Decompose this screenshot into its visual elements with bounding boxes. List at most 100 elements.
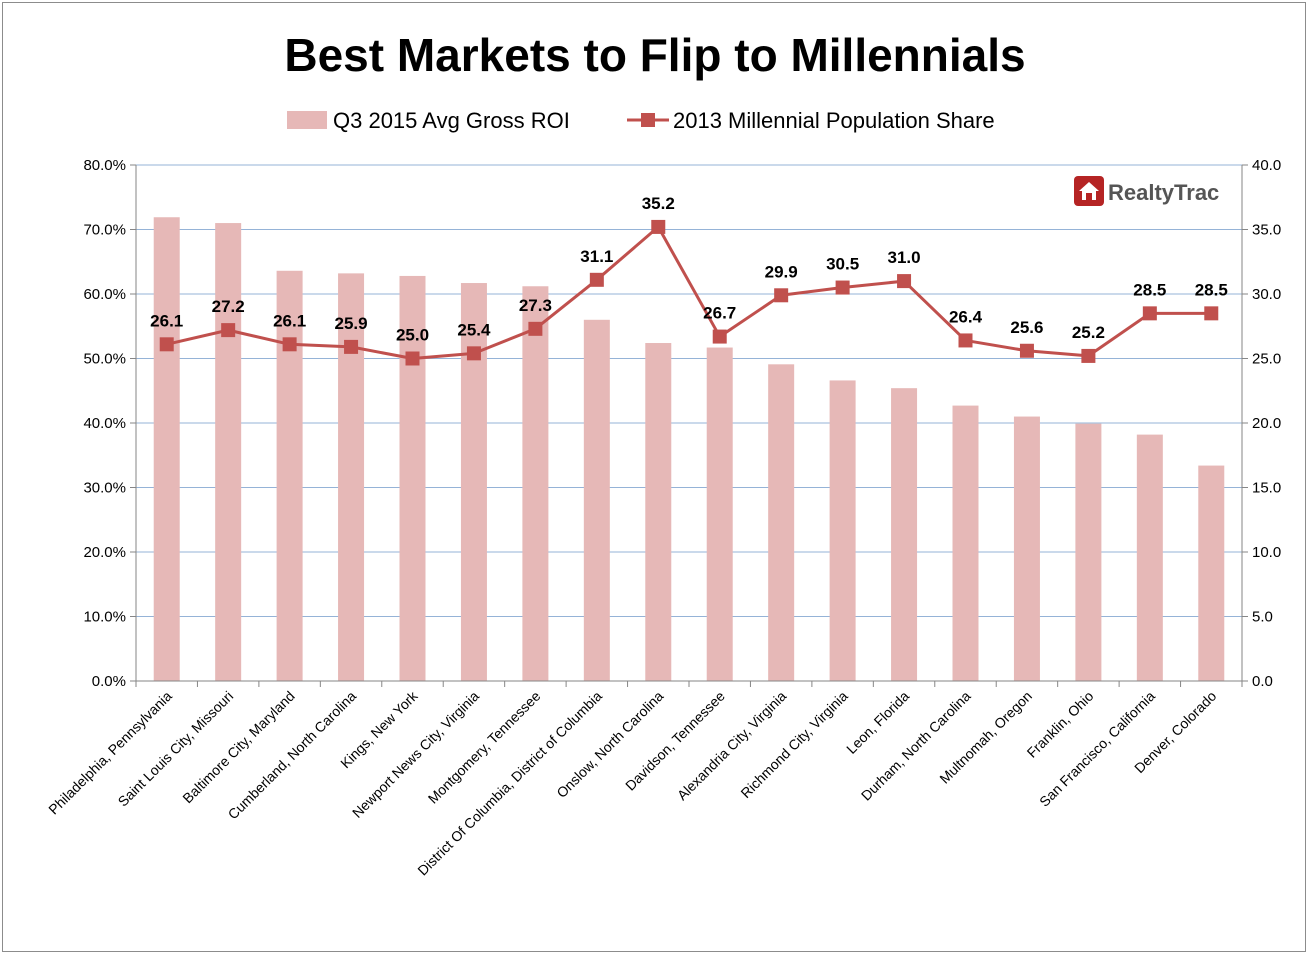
left-axis-tick-label: 30.0% xyxy=(83,480,126,497)
roi-bar xyxy=(829,380,856,681)
right-axis-tick-label: 0.0 xyxy=(1252,673,1273,690)
left-axis-tick-label: 80.0% xyxy=(83,157,126,174)
roi-bar xyxy=(706,347,733,681)
millennial-share-data-label: 28.5 xyxy=(1133,280,1166,299)
millennial-share-data-label: 29.9 xyxy=(765,262,798,281)
millennial-share-marker xyxy=(774,288,789,303)
roi-bar xyxy=(522,286,549,681)
left-axis-tick-label: 70.0% xyxy=(83,222,126,239)
right-axis-tick-label: 25.0 xyxy=(1252,351,1281,368)
millennial-share-marker xyxy=(958,333,973,348)
line-series xyxy=(159,219,1219,366)
category-label: Philadelphia, Pennsylvania xyxy=(45,688,175,818)
roi-bar xyxy=(153,217,180,681)
millennial-share-data-label: 26.1 xyxy=(150,311,183,330)
legend-bar-label: Q3 2015 Avg Gross ROI xyxy=(333,108,570,133)
legend-line-marker xyxy=(641,113,655,127)
millennial-share-data-label: 30.5 xyxy=(826,255,859,274)
millennial-share-data-label: 26.4 xyxy=(949,307,983,326)
roi-bar xyxy=(1075,423,1102,681)
right-axis-tick-label: 5.0 xyxy=(1252,609,1273,626)
millennial-share-data-label: 27.3 xyxy=(519,296,552,315)
gridlines xyxy=(136,164,1242,617)
category-label: Richmond City, Virginia xyxy=(737,688,850,801)
legend-line-label: 2013 Millennial Population Share xyxy=(673,108,995,133)
category-label: Leon, Florida xyxy=(843,688,912,757)
combo-chart: Best Markets to Flip to Millennials Q3 2… xyxy=(45,29,1281,878)
left-axis-tick-label: 10.0% xyxy=(83,609,126,626)
left-axis-tick-label: 20.0% xyxy=(83,544,126,561)
millennial-share-data-label: 26.1 xyxy=(273,311,306,330)
millennial-share-marker xyxy=(712,329,727,344)
category-label: Newport News City, Virginia xyxy=(349,688,482,821)
roi-bar xyxy=(891,388,918,681)
millennial-share-data-label: 25.0 xyxy=(396,326,429,345)
millennial-share-data-label: 28.5 xyxy=(1195,280,1228,299)
category-label: Cumberland, North Carolina xyxy=(225,688,360,823)
millennial-share-marker xyxy=(897,274,912,289)
millennial-share-data-label: 26.7 xyxy=(703,304,736,323)
millennial-share-marker xyxy=(1142,306,1157,321)
category-label: Davidson, Tennessee xyxy=(622,688,728,794)
millennial-share-data-label: 25.2 xyxy=(1072,323,1105,342)
roi-bar xyxy=(460,283,487,681)
realtytrac-logo: RealtyTrac xyxy=(1074,176,1219,206)
left-axis-tick-label: 40.0% xyxy=(83,415,126,432)
roi-bar xyxy=(1136,434,1163,681)
roi-bar xyxy=(399,275,426,681)
roi-bar xyxy=(1013,416,1040,681)
legend: Q3 2015 Avg Gross ROI 2013 Millennial Po… xyxy=(287,108,995,133)
category-label: Saint Louis City, Missouri xyxy=(115,688,237,810)
bar-series xyxy=(153,217,1225,682)
millennial-share-marker xyxy=(835,280,850,295)
roi-bar xyxy=(768,364,795,681)
millennial-share-marker xyxy=(651,219,666,234)
millennial-share-marker xyxy=(159,337,174,352)
roi-bar xyxy=(1198,465,1225,681)
legend-bar-swatch xyxy=(287,111,327,129)
millennial-share-marker xyxy=(405,351,420,366)
right-axis-tick-label: 15.0 xyxy=(1252,480,1281,497)
millennial-share-marker xyxy=(466,346,481,361)
millennial-share-data-label: 31.0 xyxy=(888,248,921,267)
millennial-share-marker xyxy=(528,321,543,336)
millennial-share-marker xyxy=(344,339,359,354)
millennial-share-marker xyxy=(589,272,604,287)
millennial-share-data-label: 25.6 xyxy=(1010,318,1043,337)
chart-title: Best Markets to Flip to Millennials xyxy=(284,29,1025,81)
millennial-share-marker xyxy=(1204,306,1219,321)
roi-bar xyxy=(215,223,242,682)
millennial-share-data-label: 25.9 xyxy=(335,314,368,333)
left-axis-tick-label: 50.0% xyxy=(83,351,126,368)
category-label: Alexandria City, Virginia xyxy=(674,688,790,804)
category-label: San Francisco, California xyxy=(1036,688,1158,810)
category-label: Durham, North Carolina xyxy=(858,688,974,804)
roi-bar xyxy=(645,343,672,681)
millennial-share-marker xyxy=(282,337,297,352)
right-axis-tick-label: 40.0 xyxy=(1252,157,1281,174)
right-axis-tick-label: 35.0 xyxy=(1252,222,1281,239)
right-axis-tick-label: 20.0 xyxy=(1252,415,1281,432)
millennial-share-marker xyxy=(221,323,236,338)
roi-bar xyxy=(583,319,610,681)
right-axis-tick-label: 30.0 xyxy=(1252,286,1281,303)
millennial-share-line xyxy=(166,225,1212,360)
category-label: Onslow, North Carolina xyxy=(553,688,666,801)
left-axis-tick-label: 60.0% xyxy=(83,286,126,303)
millennial-share-data-label: 31.1 xyxy=(580,247,613,266)
right-axis-tick-label: 10.0 xyxy=(1252,544,1281,561)
millennial-share-data-label: 25.4 xyxy=(457,320,491,339)
left-axis-tick-label: 0.0% xyxy=(92,673,126,690)
roi-bar xyxy=(338,273,365,681)
millennial-share-marker xyxy=(1019,343,1034,358)
brand-name: RealtyTrac xyxy=(1108,180,1219,205)
roi-bar xyxy=(276,270,303,681)
millennial-share-marker xyxy=(1081,348,1096,363)
millennial-share-data-label: 35.2 xyxy=(642,194,675,213)
category-label: Baltimore City, Maryland xyxy=(179,688,297,806)
roi-bar xyxy=(952,405,979,681)
millennial-share-data-label: 27.2 xyxy=(212,297,245,316)
category-label: Montgomery, Tennessee xyxy=(425,688,544,807)
data-labels: 26.1 27.2 26.1 25.9 25.0 25.4 27.3 31.1 35.2 26.7… xyxy=(150,194,1228,345)
